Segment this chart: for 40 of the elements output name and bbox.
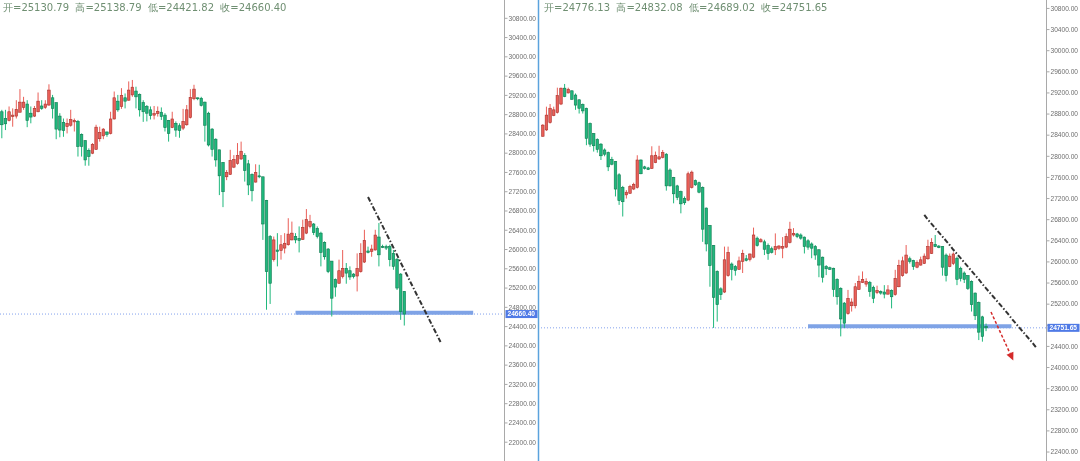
annotation: 开=25130.79 高=25138.79 低=24421.82 收=24660.40 xyxy=(3,2,287,13)
candlestick xyxy=(61,118,66,138)
candlestick xyxy=(235,142,240,166)
candlestick xyxy=(0,109,4,139)
candlestick xyxy=(11,107,15,128)
candlestick xyxy=(853,282,857,309)
candlestick xyxy=(388,244,392,267)
candlestick xyxy=(969,279,974,313)
candlestick xyxy=(272,236,276,263)
candlestick xyxy=(203,101,207,143)
candlestick xyxy=(846,289,850,316)
candlestick xyxy=(228,149,232,176)
candlestick xyxy=(817,248,821,278)
candlestick xyxy=(657,145,661,161)
candlestick xyxy=(893,269,897,297)
candlestick xyxy=(344,262,348,285)
candlestick xyxy=(3,109,8,131)
candlestick xyxy=(377,222,381,267)
candlestick xyxy=(94,124,98,151)
candlestick xyxy=(781,236,785,259)
candlestick xyxy=(47,83,51,107)
candlestick xyxy=(25,99,29,128)
candlestick xyxy=(926,239,930,261)
line-series xyxy=(367,196,442,344)
candlestick xyxy=(301,219,305,241)
annotation: 开=24776.13 高=24832.08 低=24689.02 收=24751.65 xyxy=(544,2,828,13)
candlestick xyxy=(152,105,156,120)
line-series xyxy=(923,213,1038,350)
candlestick xyxy=(275,232,279,267)
candlestick xyxy=(875,285,879,295)
candlestick xyxy=(904,244,908,275)
candlestick xyxy=(123,92,127,109)
candlestick xyxy=(766,242,770,261)
candlestick xyxy=(890,288,894,309)
candlestick xyxy=(239,141,243,161)
candlestick xyxy=(348,265,352,281)
candlestick xyxy=(955,256,959,286)
candlestick xyxy=(119,87,124,110)
candlestick xyxy=(181,108,185,131)
candlestick xyxy=(279,234,283,261)
